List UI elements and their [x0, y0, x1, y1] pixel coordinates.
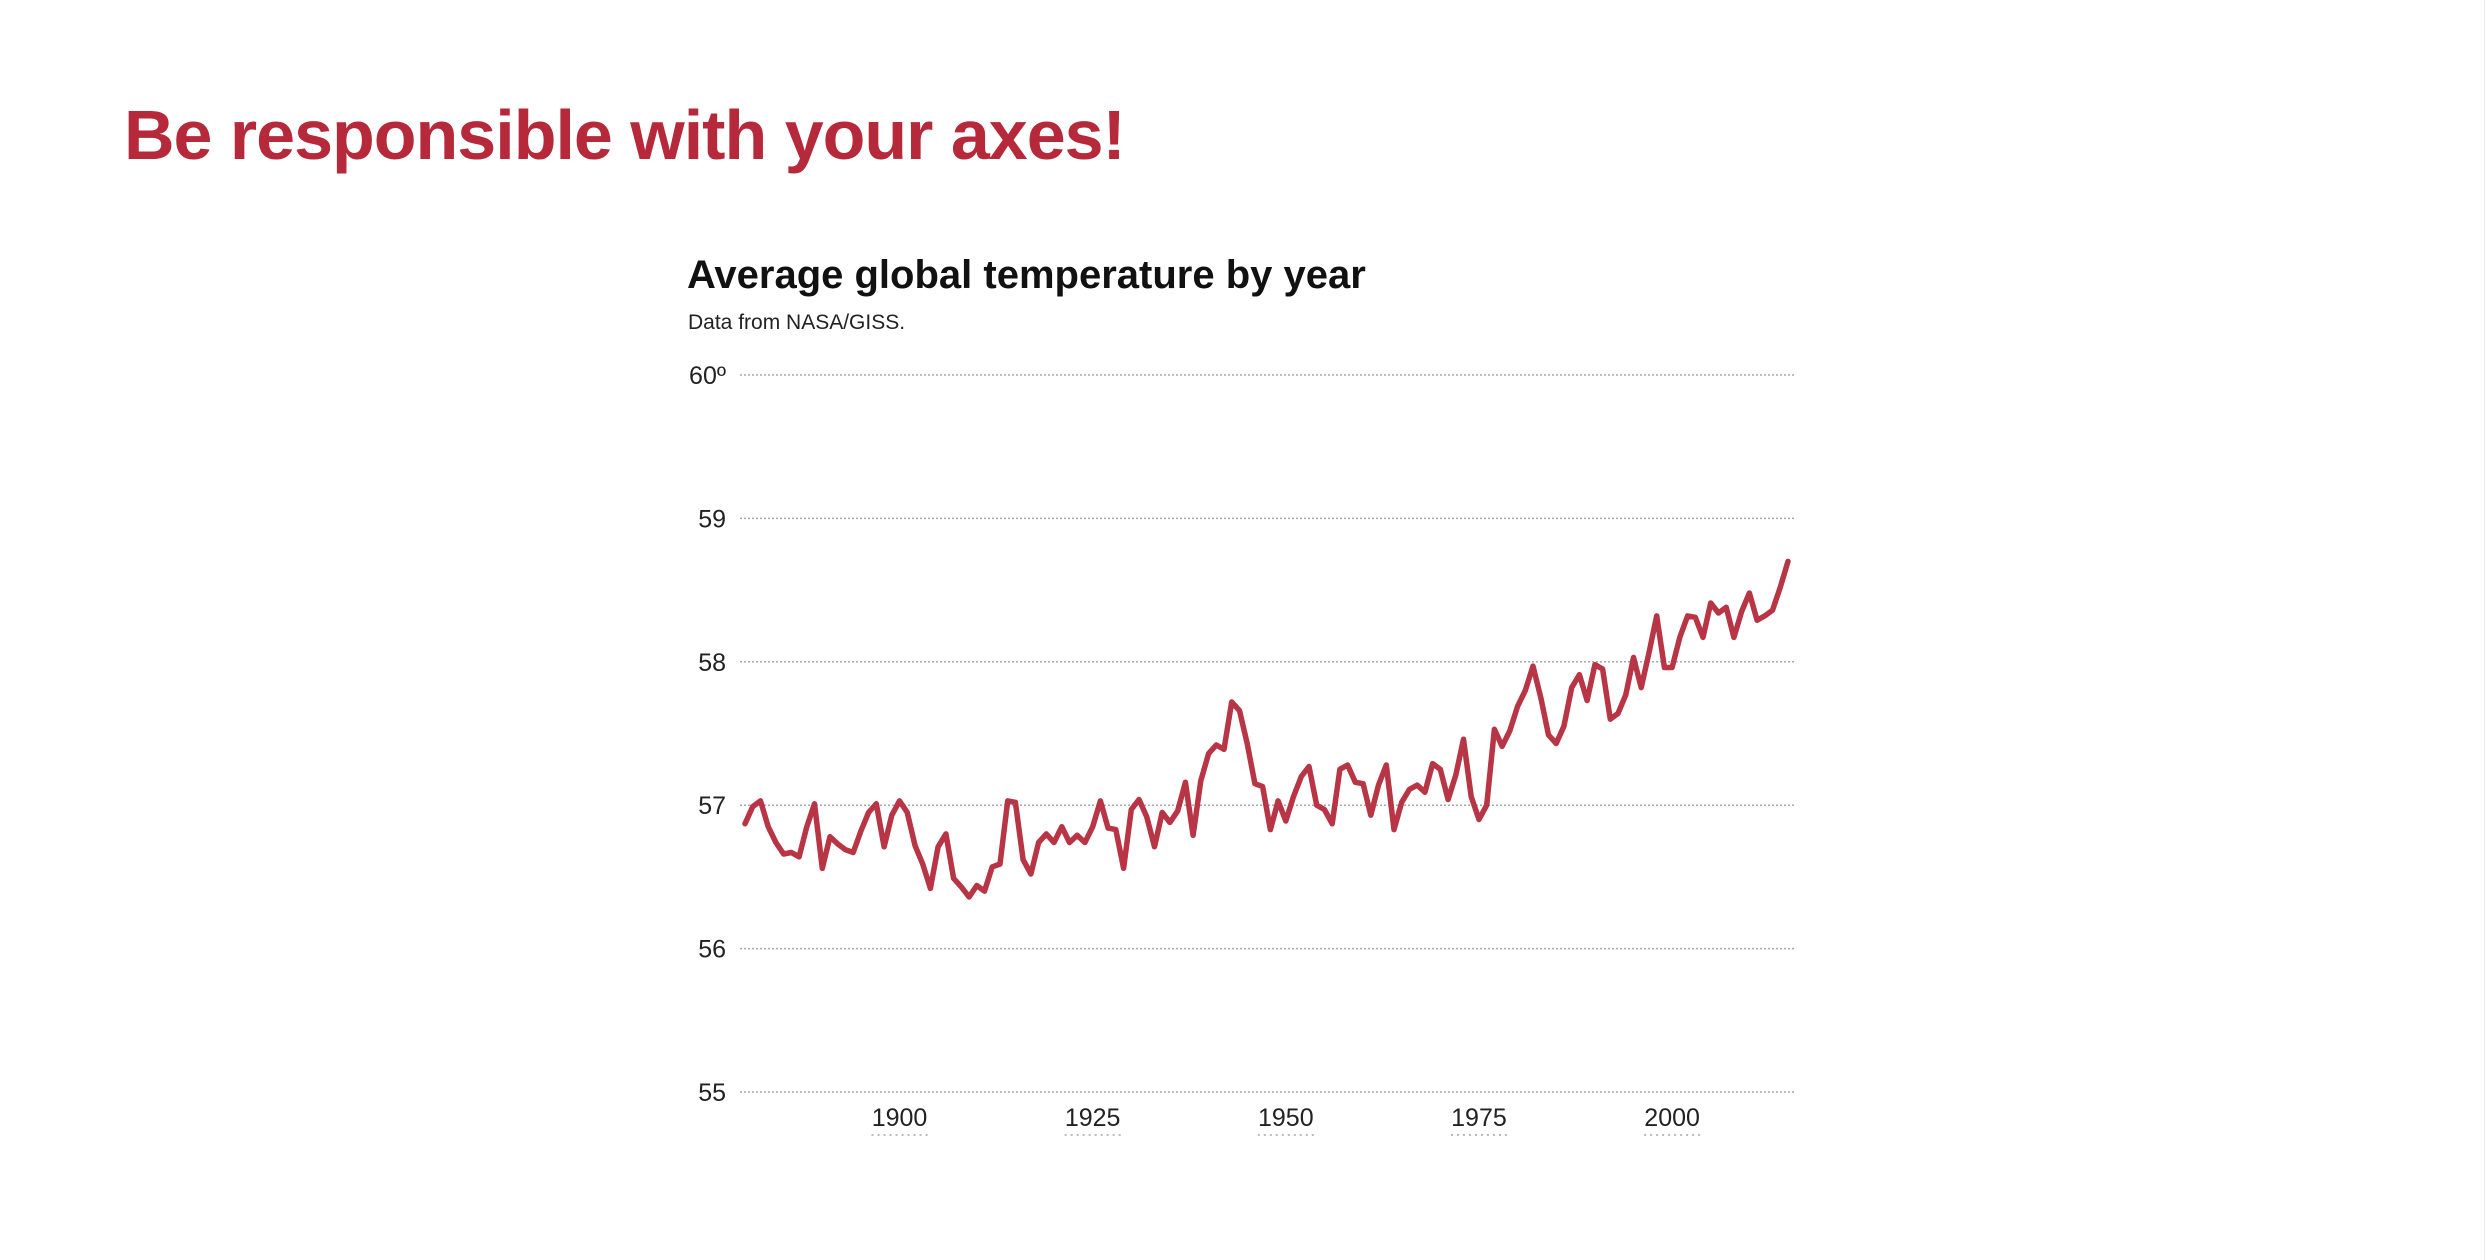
y-tick-label-60: 60º: [689, 362, 726, 390]
y-tick-label-55: 55: [698, 1079, 726, 1107]
y-tick-label-59: 59: [698, 505, 726, 533]
x-tick-label-2000: 2000: [1644, 1104, 1700, 1132]
x-axis-ticks: 1900 1925 1950 1975 2000: [871, 1104, 1701, 1136]
x-tick-label-1900: 1900: [872, 1104, 928, 1132]
temperature-series-line-0: [742, 558, 1791, 900]
slide-heading: Be responsible with your axes!: [124, 96, 1126, 174]
series-layer: [742, 558, 1791, 900]
chart-subtitle: Data from NASA/GISS.: [688, 311, 906, 334]
x-tick-label-1975: 1975: [1451, 1104, 1507, 1132]
y-tick-label-58: 58: [698, 649, 726, 677]
y-tick-label-56: 56: [698, 936, 726, 964]
x-tick-label-1950: 1950: [1258, 1104, 1314, 1132]
chart-title: Average global temperature by year: [687, 253, 1366, 297]
y-tick-label-57: 57: [698, 792, 726, 820]
y-axis-ticks: 60º 59 58 57 56 55: [689, 362, 726, 1107]
page-edge-divider: [2484, 0, 2485, 1260]
x-tick-label-1925: 1925: [1065, 1104, 1121, 1132]
grid-lines: [740, 374, 1795, 1093]
